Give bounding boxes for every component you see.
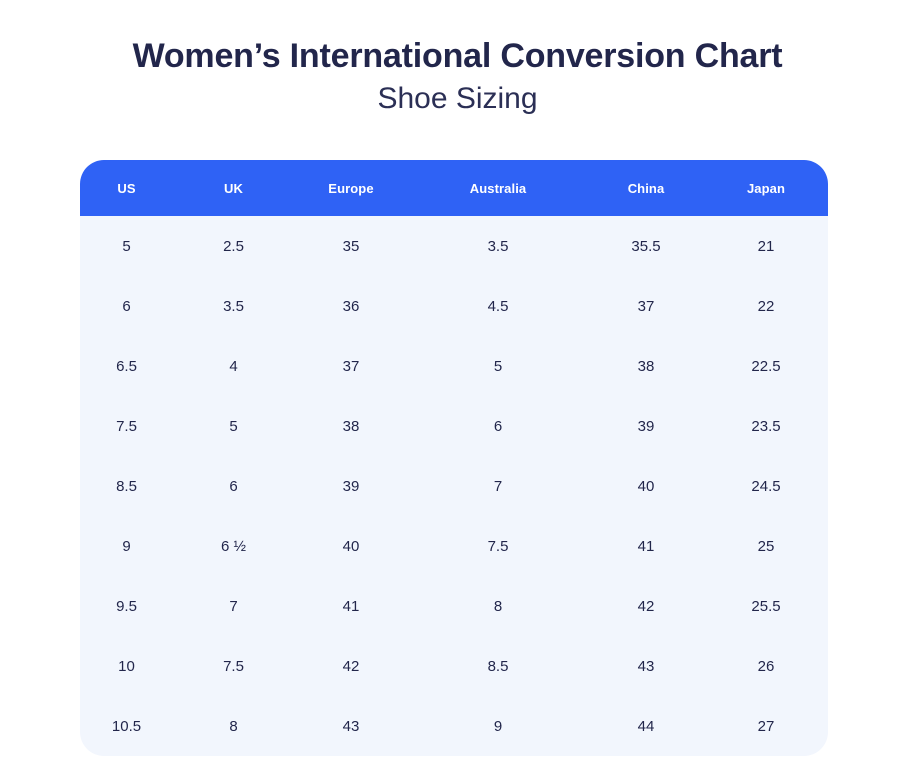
cell-australia: 3.5	[408, 216, 588, 276]
table-row: 6 3.5 36 4.5 37 22	[80, 276, 828, 336]
cell-china: 38	[588, 336, 704, 396]
cell-japan: 25	[704, 516, 828, 576]
cell-europe: 40	[294, 516, 408, 576]
cell-australia: 9	[408, 696, 588, 756]
cell-japan: 26	[704, 636, 828, 696]
cell-us: 9.5	[80, 576, 173, 636]
shoe-size-conversion-table: US UK Europe Australia China Japan 5 2.5 35 3.5 3…	[80, 160, 828, 756]
cell-us: 6.5	[80, 336, 173, 396]
cell-china: 41	[588, 516, 704, 576]
cell-japan: 24.5	[704, 456, 828, 516]
cell-china: 35.5	[588, 216, 704, 276]
cell-europe: 43	[294, 696, 408, 756]
column-header-australia[interactable]: Australia	[408, 160, 588, 216]
cell-australia: 5	[408, 336, 588, 396]
cell-australia: 8	[408, 576, 588, 636]
table-row: 9.5 7 41 8 42 25.5	[80, 576, 828, 636]
cell-uk: 3.5	[173, 276, 294, 336]
table-header-row: US UK Europe Australia China Japan	[80, 160, 828, 216]
cell-japan: 25.5	[704, 576, 828, 636]
cell-china: 43	[588, 636, 704, 696]
cell-europe: 36	[294, 276, 408, 336]
column-header-us[interactable]: US	[80, 160, 173, 216]
table-row: 10.5 8 43 9 44 27	[80, 696, 828, 756]
page-heading: Women’s International Conversion Chart S…	[0, 0, 915, 118]
cell-japan: 23.5	[704, 396, 828, 456]
cell-europe: 42	[294, 636, 408, 696]
table-body: 5 2.5 35 3.5 35.5 21 6 3.5 36 4.5 37 22 6.5 4 37 5 38 22.…	[80, 216, 828, 756]
column-header-europe[interactable]: Europe	[294, 160, 408, 216]
cell-australia: 7.5	[408, 516, 588, 576]
cell-australia: 4.5	[408, 276, 588, 336]
cell-china: 37	[588, 276, 704, 336]
table-row: 7.5 5 38 6 39 23.5	[80, 396, 828, 456]
cell-japan: 22	[704, 276, 828, 336]
conversion-table-container: US UK Europe Australia China Japan 5 2.5 35 3.5 3…	[80, 160, 828, 756]
table-row: 6.5 4 37 5 38 22.5	[80, 336, 828, 396]
table-row: 5 2.5 35 3.5 35.5 21	[80, 216, 828, 276]
cell-us: 10	[80, 636, 173, 696]
cell-china: 42	[588, 576, 704, 636]
cell-uk: 6 ½	[173, 516, 294, 576]
column-header-uk[interactable]: UK	[173, 160, 294, 216]
cell-china: 39	[588, 396, 704, 456]
cell-us: 10.5	[80, 696, 173, 756]
cell-uk: 7.5	[173, 636, 294, 696]
cell-japan: 22.5	[704, 336, 828, 396]
cell-uk: 6	[173, 456, 294, 516]
cell-uk: 2.5	[173, 216, 294, 276]
cell-china: 44	[588, 696, 704, 756]
column-header-japan[interactable]: Japan	[704, 160, 828, 216]
table-row: 10 7.5 42 8.5 43 26	[80, 636, 828, 696]
table-row: 8.5 6 39 7 40 24.5	[80, 456, 828, 516]
column-header-china[interactable]: China	[588, 160, 704, 216]
cell-us: 8.5	[80, 456, 173, 516]
cell-us: 9	[80, 516, 173, 576]
cell-china: 40	[588, 456, 704, 516]
page-subtitle: Shoe Sizing	[377, 82, 538, 116]
cell-us: 6	[80, 276, 173, 336]
cell-australia: 7	[408, 456, 588, 516]
cell-uk: 4	[173, 336, 294, 396]
page-title: Women’s International Conversion Chart	[132, 37, 783, 75]
cell-europe: 38	[294, 396, 408, 456]
cell-australia: 6	[408, 396, 588, 456]
cell-europe: 41	[294, 576, 408, 636]
cell-japan: 27	[704, 696, 828, 756]
table-header: US UK Europe Australia China Japan	[80, 160, 828, 216]
cell-europe: 35	[294, 216, 408, 276]
cell-europe: 39	[294, 456, 408, 516]
cell-us: 7.5	[80, 396, 173, 456]
cell-australia: 8.5	[408, 636, 588, 696]
cell-japan: 21	[704, 216, 828, 276]
cell-uk: 7	[173, 576, 294, 636]
cell-uk: 8	[173, 696, 294, 756]
cell-europe: 37	[294, 336, 408, 396]
cell-us: 5	[80, 216, 173, 276]
cell-uk: 5	[173, 396, 294, 456]
